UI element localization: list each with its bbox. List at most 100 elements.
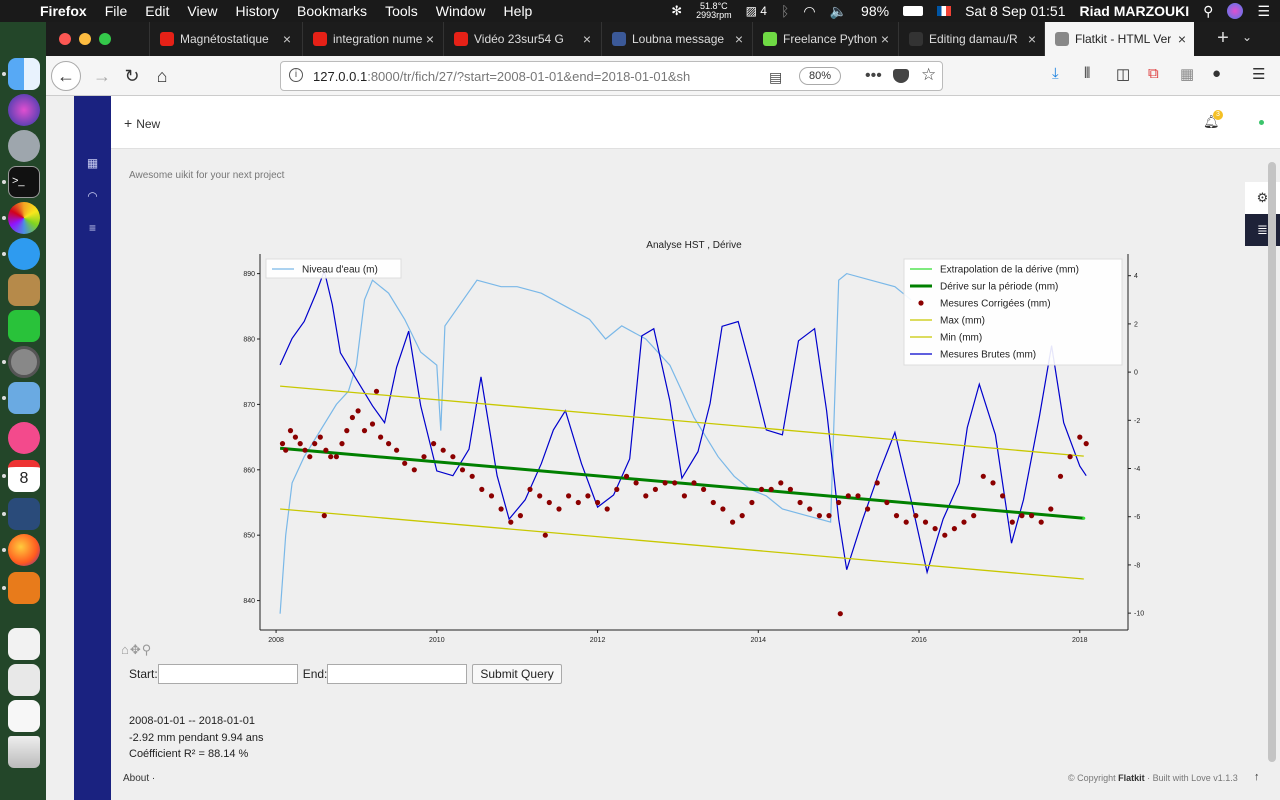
hamburger-menu-icon[interactable]: ☰ — [1252, 66, 1266, 83]
zoom-window-button[interactable] — [99, 33, 111, 45]
document-thumbnail-icon[interactable] — [8, 628, 40, 660]
legend-label: Max (mm) — [940, 316, 985, 327]
apps-grid-icon[interactable]: ▦ — [86, 156, 99, 170]
home-button[interactable]: ⌂ — [156, 66, 168, 86]
close-tab-icon[interactable]: × — [880, 31, 889, 47]
close-tab-icon[interactable]: × — [1177, 31, 1186, 47]
siri-icon[interactable] — [8, 94, 40, 126]
corrected-measure-point — [807, 506, 813, 512]
new-button[interactable]: + New — [124, 115, 160, 131]
finder-icon[interactable] — [8, 58, 40, 90]
brand-name[interactable]: Flatkit — [1118, 773, 1145, 783]
pocket-icon[interactable] — [893, 69, 909, 83]
facetime-icon[interactable] — [8, 310, 40, 342]
site-info-icon[interactable]: i — [289, 68, 303, 82]
bookmark-star-icon[interactable]: ☆ — [921, 65, 937, 84]
spotlight-search-icon[interactable]: ⚲ — [1203, 2, 1214, 19]
wifi-icon[interactable]: ◠ — [803, 2, 816, 19]
url-bar[interactable]: i 127.0.0.1:8000/tr/fich/27/?start=2008-… — [280, 61, 943, 91]
page-actions-icon[interactable]: ••• — [865, 67, 882, 84]
close-window-button[interactable] — [59, 33, 71, 45]
sublime-text-icon[interactable] — [8, 572, 40, 604]
screenshot-icon[interactable]: ⧉ — [1148, 65, 1159, 82]
notification-center-icon[interactable]: ☰ — [1257, 2, 1270, 19]
bluetooth-icon[interactable]: ᛒ — [780, 3, 790, 19]
contacts-icon[interactable] — [8, 274, 40, 306]
corrected-measure-point — [922, 519, 929, 525]
reader-view-icon[interactable]: ▤ — [769, 69, 783, 85]
submit-query-button[interactable]: Submit Query — [472, 664, 562, 684]
new-tab-button[interactable]: + — [1217, 27, 1229, 49]
temperature-readout[interactable]: 51.8°C 2993rpm — [696, 2, 732, 20]
browser-tab[interactable]: Editing damau/R × — [898, 22, 1044, 56]
reload-button[interactable]: ↻ — [124, 66, 140, 86]
menu-window[interactable]: Window — [435, 3, 486, 19]
activity-monitor-icon[interactable] — [8, 498, 40, 530]
app-menu-firefox[interactable]: Firefox — [40, 3, 87, 19]
url-text[interactable]: 127.0.0.1:8000/tr/fich/27/?start=2008-01… — [313, 69, 733, 84]
flag-fr-icon[interactable] — [937, 6, 952, 16]
istat-icon[interactable]: ▨ 4 — [745, 4, 767, 18]
browser-tab[interactable]: integration nume × — [302, 22, 442, 56]
list-icon[interactable]: ≡ — [88, 221, 96, 235]
messages-icon[interactable] — [8, 238, 40, 270]
close-tab-icon[interactable]: × — [1027, 31, 1036, 47]
menu-file[interactable]: File — [104, 3, 128, 19]
scroll-top-icon[interactable]: ↑ — [1254, 771, 1260, 783]
sidebar-icon[interactable]: ◫ — [1116, 66, 1131, 83]
menu-tools[interactable]: Tools — [385, 3, 418, 19]
pan-icon[interactable]: ✥ — [129, 642, 142, 657]
user-name[interactable]: Riad MARZOUKI — [1079, 3, 1190, 19]
clock-datetime[interactable]: Sat 8 Sep 01:51 — [965, 3, 1066, 19]
menu-view[interactable]: View — [187, 3, 218, 19]
menu-bookmarks[interactable]: Bookmarks — [297, 3, 368, 19]
start-date-input[interactable] — [157, 664, 298, 684]
extension-icon[interactable]: ▦ — [1180, 66, 1195, 83]
menu-history[interactable]: History — [235, 3, 280, 19]
close-tab-icon[interactable]: × — [282, 31, 291, 47]
launchpad-icon[interactable] — [8, 130, 40, 162]
extension-icon[interactable]: ● — [1212, 65, 1222, 82]
photos-icon[interactable] — [8, 202, 40, 234]
minimize-window-button[interactable] — [79, 33, 91, 45]
menu-help[interactable]: Help — [503, 3, 533, 19]
tab-list-chevron-icon[interactable]: ⌄ — [1242, 30, 1253, 44]
downloads-icon[interactable]: ⤓ — [1052, 65, 1059, 82]
terminal-icon[interactable]: >_ — [8, 166, 40, 198]
home-view-icon[interactable]: ⌂ — [121, 642, 130, 657]
browser-tab[interactable]: Freelance Python × — [752, 22, 897, 56]
browser-tab[interactable]: Flatkit - HTML Version × — [1044, 22, 1194, 56]
close-tab-icon[interactable]: × — [425, 31, 434, 47]
browser-tab[interactable]: Vidéo 23sur54 G × — [443, 22, 599, 56]
end-date-input[interactable] — [327, 664, 468, 684]
itunes-icon[interactable] — [8, 422, 40, 454]
battery-percent[interactable]: 98% — [861, 3, 890, 19]
corrected-measure-point — [279, 441, 286, 447]
footer-about-link[interactable]: About · — [123, 773, 156, 784]
preview-icon[interactable] — [8, 382, 40, 414]
volume-icon[interactable]: 🔈 — [829, 2, 848, 19]
browser-tab[interactable]: Magnétostatique × — [149, 22, 299, 56]
battery-icon[interactable] — [903, 6, 924, 16]
fan-icon[interactable]: ✻ — [671, 3, 683, 18]
right-y-tick-label: -2 — [1134, 418, 1140, 425]
library-icon[interactable]: ⫴ — [1084, 65, 1091, 82]
system-preferences-icon[interactable] — [8, 346, 40, 378]
close-tab-icon[interactable]: × — [734, 31, 743, 47]
signal-icon[interactable]: ◠ — [87, 189, 98, 203]
close-tab-icon[interactable]: × — [582, 31, 591, 47]
trash-icon[interactable] — [8, 736, 40, 768]
document-thumbnail-icon[interactable] — [8, 700, 40, 732]
menu-edit[interactable]: Edit — [145, 3, 170, 19]
page-scrollbar[interactable] — [1268, 162, 1276, 762]
zoom-icon[interactable]: ⚲ — [141, 642, 153, 657]
forward-button[interactable]: → — [93, 66, 111, 86]
browser-tab[interactable]: Loubna message × — [601, 22, 751, 56]
zoom-level-button[interactable]: 80% — [799, 67, 841, 85]
siri-icon[interactable] — [1227, 3, 1244, 19]
plot-toolbar: ⌂✥⚲ — [121, 642, 152, 658]
firefox-icon[interactable] — [8, 534, 40, 566]
back-button[interactable]: ← — [51, 61, 81, 91]
calendar-icon[interactable]: 8 — [8, 460, 40, 492]
document-thumbnail-icon[interactable] — [8, 664, 40, 696]
